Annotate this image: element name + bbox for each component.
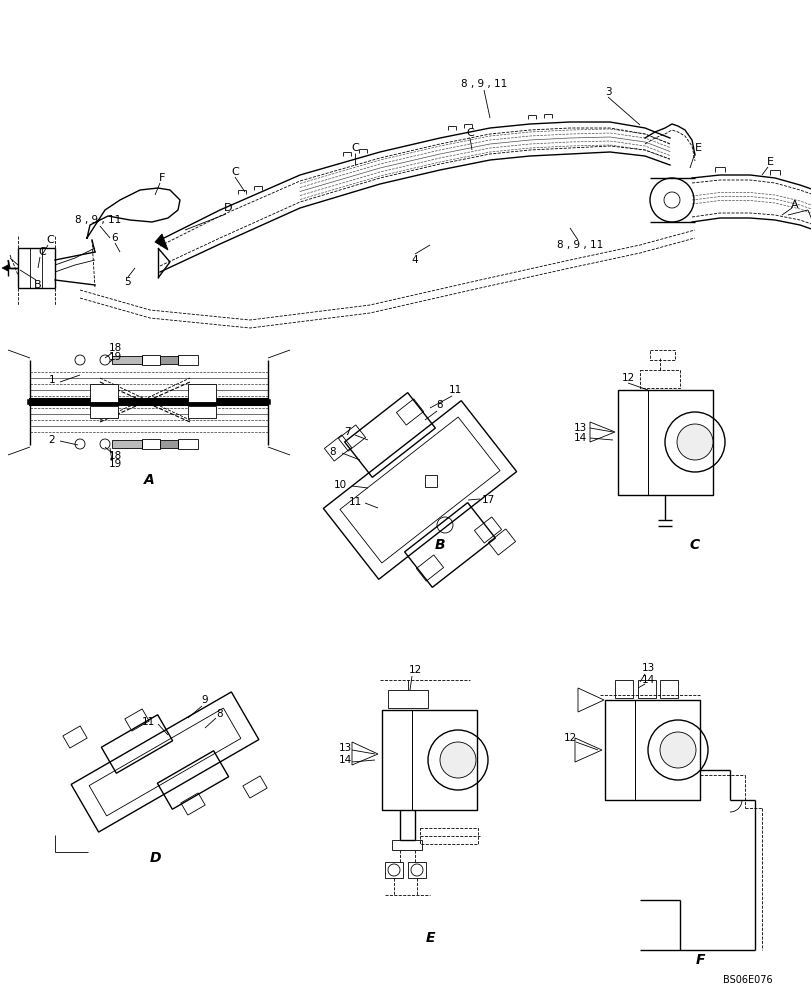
Text: D: D — [149, 851, 161, 865]
Bar — [637, 680, 655, 698]
Text: 14: 14 — [641, 675, 654, 685]
Text: 18: 18 — [108, 343, 122, 353]
Bar — [188, 406, 216, 418]
Text: A: A — [144, 473, 154, 487]
Bar — [188, 384, 216, 402]
Text: 10: 10 — [333, 480, 346, 490]
Bar — [142, 439, 160, 449]
Bar — [604, 700, 634, 800]
Text: 6: 6 — [112, 233, 118, 243]
Text: 11: 11 — [348, 497, 361, 507]
Bar — [388, 690, 427, 708]
Bar — [617, 390, 647, 495]
Bar — [160, 356, 178, 364]
Text: E: E — [693, 143, 701, 153]
Bar — [178, 355, 198, 365]
Bar — [634, 700, 699, 800]
Bar — [617, 390, 712, 495]
Text: A: A — [790, 200, 798, 210]
Bar — [419, 828, 478, 844]
Bar — [160, 440, 178, 448]
Bar — [407, 862, 426, 878]
Text: 12: 12 — [620, 373, 634, 383]
Circle shape — [440, 742, 475, 778]
Text: 8: 8 — [329, 447, 336, 457]
Text: 13: 13 — [338, 743, 351, 753]
Bar — [411, 710, 476, 810]
Text: 13: 13 — [641, 663, 654, 673]
Bar — [384, 862, 402, 878]
Circle shape — [659, 732, 695, 768]
Text: 14: 14 — [573, 433, 586, 443]
Text: C: C — [350, 143, 358, 153]
Text: 19: 19 — [108, 459, 122, 469]
Bar — [424, 475, 436, 487]
Text: 13: 13 — [573, 423, 586, 433]
Polygon shape — [155, 234, 168, 250]
Text: 14: 14 — [338, 755, 351, 765]
Text: 7: 7 — [343, 427, 350, 437]
Text: E: E — [766, 157, 773, 167]
Text: D: D — [224, 203, 232, 213]
Text: C: C — [466, 128, 474, 138]
Bar — [604, 700, 699, 800]
Text: C: C — [46, 235, 54, 245]
Text: B: B — [34, 280, 41, 290]
Text: 1: 1 — [49, 375, 55, 385]
Text: 12: 12 — [408, 665, 421, 675]
Bar — [112, 440, 142, 448]
Text: C: C — [38, 247, 45, 257]
Text: 11: 11 — [141, 717, 154, 727]
Text: 8 , 9 , 11: 8 , 9 , 11 — [556, 240, 603, 250]
Text: 19: 19 — [108, 352, 122, 362]
Text: F: F — [694, 953, 704, 967]
Text: 4: 4 — [411, 255, 418, 265]
Text: C: C — [231, 167, 238, 177]
Text: 8 , 9 , 11: 8 , 9 , 11 — [461, 79, 507, 89]
Text: 17: 17 — [481, 495, 494, 505]
Text: 8 , 9 , 11: 8 , 9 , 11 — [75, 215, 121, 225]
Text: 5: 5 — [125, 277, 131, 287]
Bar — [90, 384, 118, 402]
Bar — [178, 439, 198, 449]
Bar — [381, 710, 476, 810]
Text: C: C — [689, 538, 699, 552]
Bar — [639, 370, 679, 388]
Text: F: F — [159, 173, 165, 183]
Text: 3: 3 — [604, 87, 611, 97]
Bar — [392, 840, 422, 850]
Bar — [614, 680, 633, 698]
Text: 11: 11 — [448, 385, 461, 395]
Bar — [90, 406, 118, 418]
Text: 12: 12 — [563, 733, 576, 743]
Text: 9: 9 — [201, 695, 208, 705]
Text: 18: 18 — [108, 451, 122, 461]
Text: 8: 8 — [217, 709, 223, 719]
Text: 8: 8 — [436, 400, 443, 410]
Bar — [647, 390, 712, 495]
Bar — [659, 680, 677, 698]
Bar — [112, 356, 142, 364]
Text: BS06E076: BS06E076 — [723, 975, 772, 985]
Bar — [381, 710, 411, 810]
Bar — [142, 355, 160, 365]
Bar — [649, 350, 674, 360]
Text: E: E — [425, 931, 434, 945]
Polygon shape — [2, 265, 8, 271]
Text: 2: 2 — [49, 435, 55, 445]
Circle shape — [676, 424, 712, 460]
Text: B: B — [434, 538, 444, 552]
